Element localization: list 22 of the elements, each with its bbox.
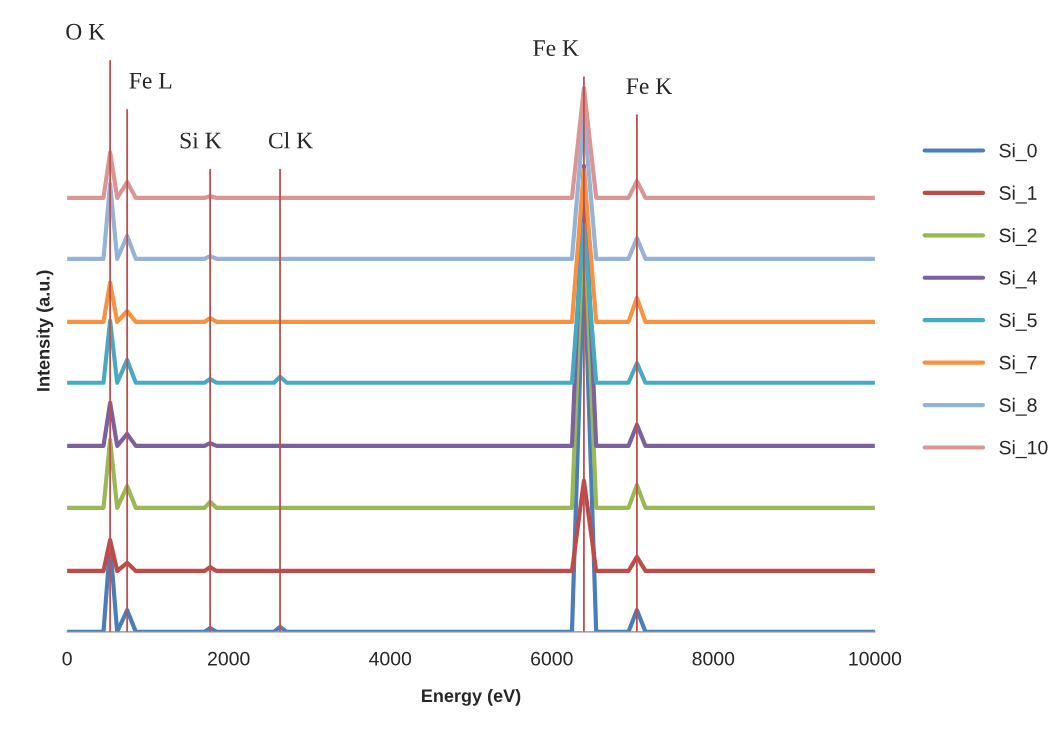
legend-label: Si_4 [999,270,1037,289]
legend-label: Si_0 [999,143,1037,162]
ref-line-label: Cl K [268,131,313,149]
legend-label: Si_2 [999,228,1037,246]
x-tick-label: 2000 [208,651,250,666]
x-tick-label: 0 [62,651,72,666]
ref-line-label: Fe K [626,78,673,95]
legend-label: Si_1 [999,185,1037,204]
ref-line-label: Fe L [129,72,172,89]
ref-line-label: O K [66,23,106,40]
x-tick-label: 8000 [692,651,735,666]
legend-label: Si_10 [999,440,1048,459]
y-axis-title: Intensity (a.u.) [36,270,54,391]
ref-line-label: Si K [180,132,222,149]
x-tick-label: 4000 [369,651,412,666]
x-tick-label: 10000 [849,651,902,666]
legend-label: Si_8 [999,397,1037,416]
legend-label: Si_5 [999,312,1037,331]
x-axis-title: Energy (eV) [422,688,521,706]
ref-line-label: Fe K [533,40,579,57]
legend-label: Si_7 [999,355,1037,374]
x-tick-label: 6000 [531,651,573,666]
